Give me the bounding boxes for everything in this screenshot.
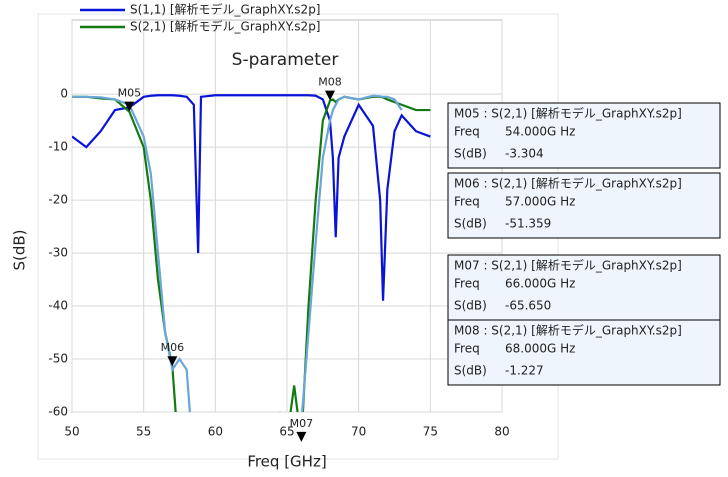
marker-freq: 54.000G Hz: [505, 125, 575, 139]
marker-box: [447, 172, 721, 239]
marker-label: M05: [118, 87, 142, 100]
marker-triangle: [124, 101, 135, 112]
marker-freq: 66.000G Hz: [505, 277, 575, 291]
marker-sdb-label: S(dB): [454, 217, 487, 231]
marker-freq-label: Freq: [454, 195, 480, 209]
marker-title: M07 : S(2,1) [解析モデル_GraphXY.s2p]: [454, 258, 682, 273]
legend-label: S(1,1) [解析モデル_GraphXY.s2p]: [130, 2, 321, 17]
x-tick-label: 70: [351, 425, 366, 439]
x-tick-label: 65: [279, 425, 294, 439]
marker-sdb-label: S(dB): [454, 147, 487, 161]
x-tick-label: 50: [64, 425, 79, 439]
marker-sdb: -65.650: [505, 299, 551, 313]
y-tick-label: -60: [48, 405, 68, 419]
y-tick-label: -50: [48, 352, 68, 366]
legend-label: S(2,1) [解析モデル_GraphXY.s2p]: [130, 19, 321, 34]
y-tick-label: -30: [48, 246, 68, 260]
marker-sdb: -1.227: [505, 364, 544, 378]
x-axis-label: Freq [GHz]: [247, 453, 326, 471]
marker-title: M08 : S(2,1) [解析モデル_GraphXY.s2p]: [454, 323, 682, 338]
y-tick-label: -20: [48, 193, 68, 207]
marker-box: [447, 319, 721, 386]
series-line: [72, 94, 403, 412]
plot-lines: [72, 94, 431, 412]
marker-box: [447, 254, 721, 321]
marker-sdb: -51.359: [505, 217, 551, 231]
x-tick-label: 80: [494, 425, 509, 439]
marker-label: M08: [318, 76, 342, 89]
x-tick-label: 55: [136, 425, 151, 439]
marker-sdb-label: S(dB): [454, 299, 487, 313]
marker-box: [447, 102, 721, 169]
y-tick-label: -40: [48, 299, 68, 313]
marker-label: M06: [161, 341, 185, 354]
marker-sdb: -3.304: [505, 147, 544, 161]
marker-freq: 68.000G Hz: [505, 342, 575, 356]
y-axis-label: S(dB): [11, 229, 29, 270]
chart-title: S-parameter: [232, 50, 339, 70]
marker-title: M06 : S(2,1) [解析モデル_GraphXY.s2p]: [454, 176, 682, 191]
y-tick-label: -10: [48, 140, 68, 154]
x-tick-label: 75: [423, 425, 438, 439]
y-tick-label: 0: [60, 87, 68, 101]
marker-freq-label: Freq: [454, 125, 480, 139]
marker-sdb-label: S(dB): [454, 364, 487, 378]
marker-freq: 57.000G Hz: [505, 195, 575, 209]
marker-triangle: [167, 356, 178, 367]
series-line: [72, 94, 431, 301]
marker-freq-label: Freq: [454, 277, 480, 291]
marker-label: M07: [290, 417, 314, 430]
marker-triangle: [296, 431, 307, 442]
marker-title: M05 : S(2,1) [解析モデル_GraphXY.s2p]: [454, 106, 682, 121]
x-tick-label: 60: [208, 425, 223, 439]
marker-freq-label: Freq: [454, 342, 480, 356]
marker-triangle: [325, 90, 335, 101]
